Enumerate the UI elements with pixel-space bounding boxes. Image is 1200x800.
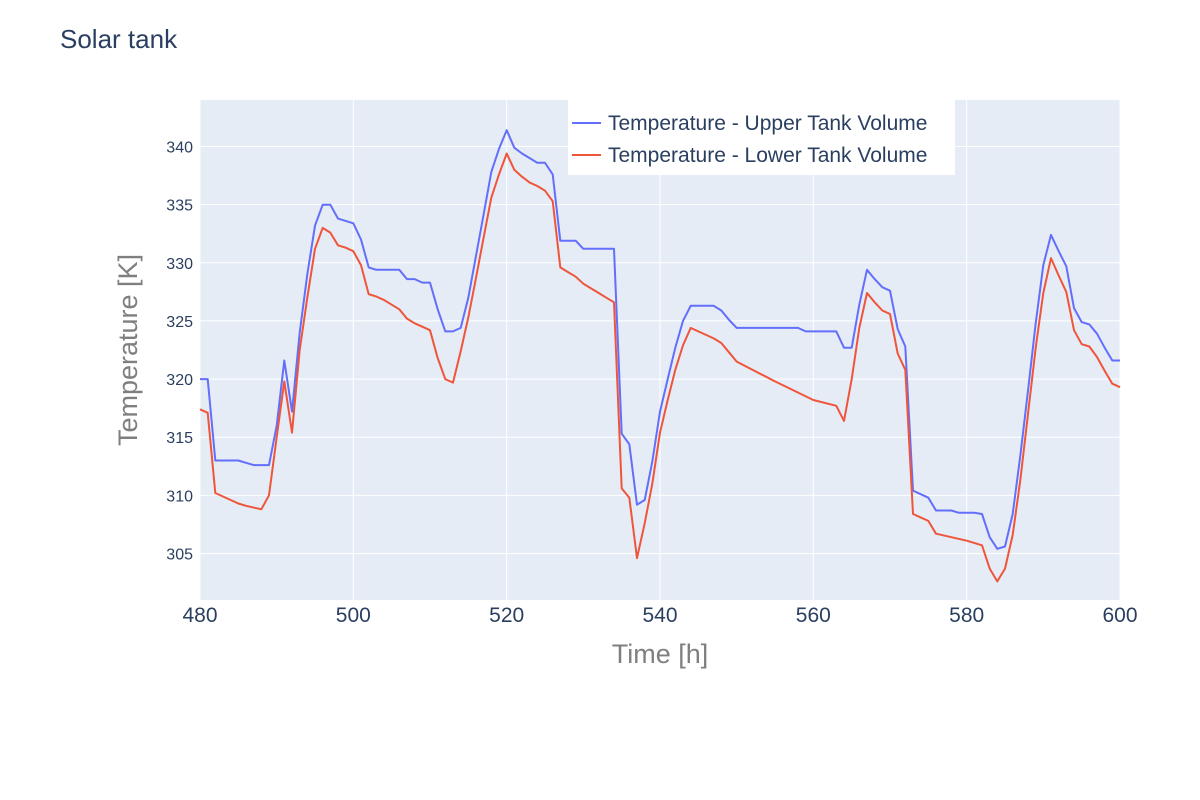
legend-label-lower[interactable]: Temperature - Lower Tank Volume: [608, 144, 927, 167]
x-tick-label: 500: [336, 604, 371, 627]
legend[interactable]: Temperature - Upper Tank Volume Temperat…: [568, 100, 955, 175]
y-tick-label: 325: [166, 314, 193, 331]
y-axis-title: Temperature [K]: [113, 254, 143, 446]
y-tick-label: 335: [166, 198, 193, 215]
x-tick-label: 600: [1102, 604, 1137, 627]
chart-title: Solar tank: [60, 24, 178, 54]
gridlines: [199, 100, 1121, 600]
legend-label-upper[interactable]: Temperature - Upper Tank Volume: [608, 112, 927, 135]
x-tick-label: 480: [182, 604, 217, 627]
x-tick-label: 540: [642, 604, 677, 627]
y-tick-label: 340: [166, 140, 193, 157]
y-tick-label: 310: [166, 488, 193, 505]
x-tick-label: 580: [949, 604, 984, 627]
y-tick-label: 315: [166, 430, 193, 447]
x-axis-title: Time [h]: [612, 639, 709, 669]
x-axis-ticks: 480 500 520 540 560 580 600: [182, 604, 1137, 627]
x-tick-label: 520: [489, 604, 524, 627]
y-tick-label: 320: [166, 372, 193, 389]
y-tick-label: 330: [166, 256, 193, 273]
series-line-lower[interactable]: [199, 152, 1121, 583]
x-tick-label: 560: [796, 604, 831, 627]
legend-background: [568, 100, 955, 175]
series-line-upper[interactable]: [200, 129, 1120, 550]
series-lines: [199, 129, 1121, 583]
y-axis-ticks: 305 310 315 320 325 330 335 340: [166, 140, 193, 564]
y-tick-label: 305: [166, 546, 193, 563]
